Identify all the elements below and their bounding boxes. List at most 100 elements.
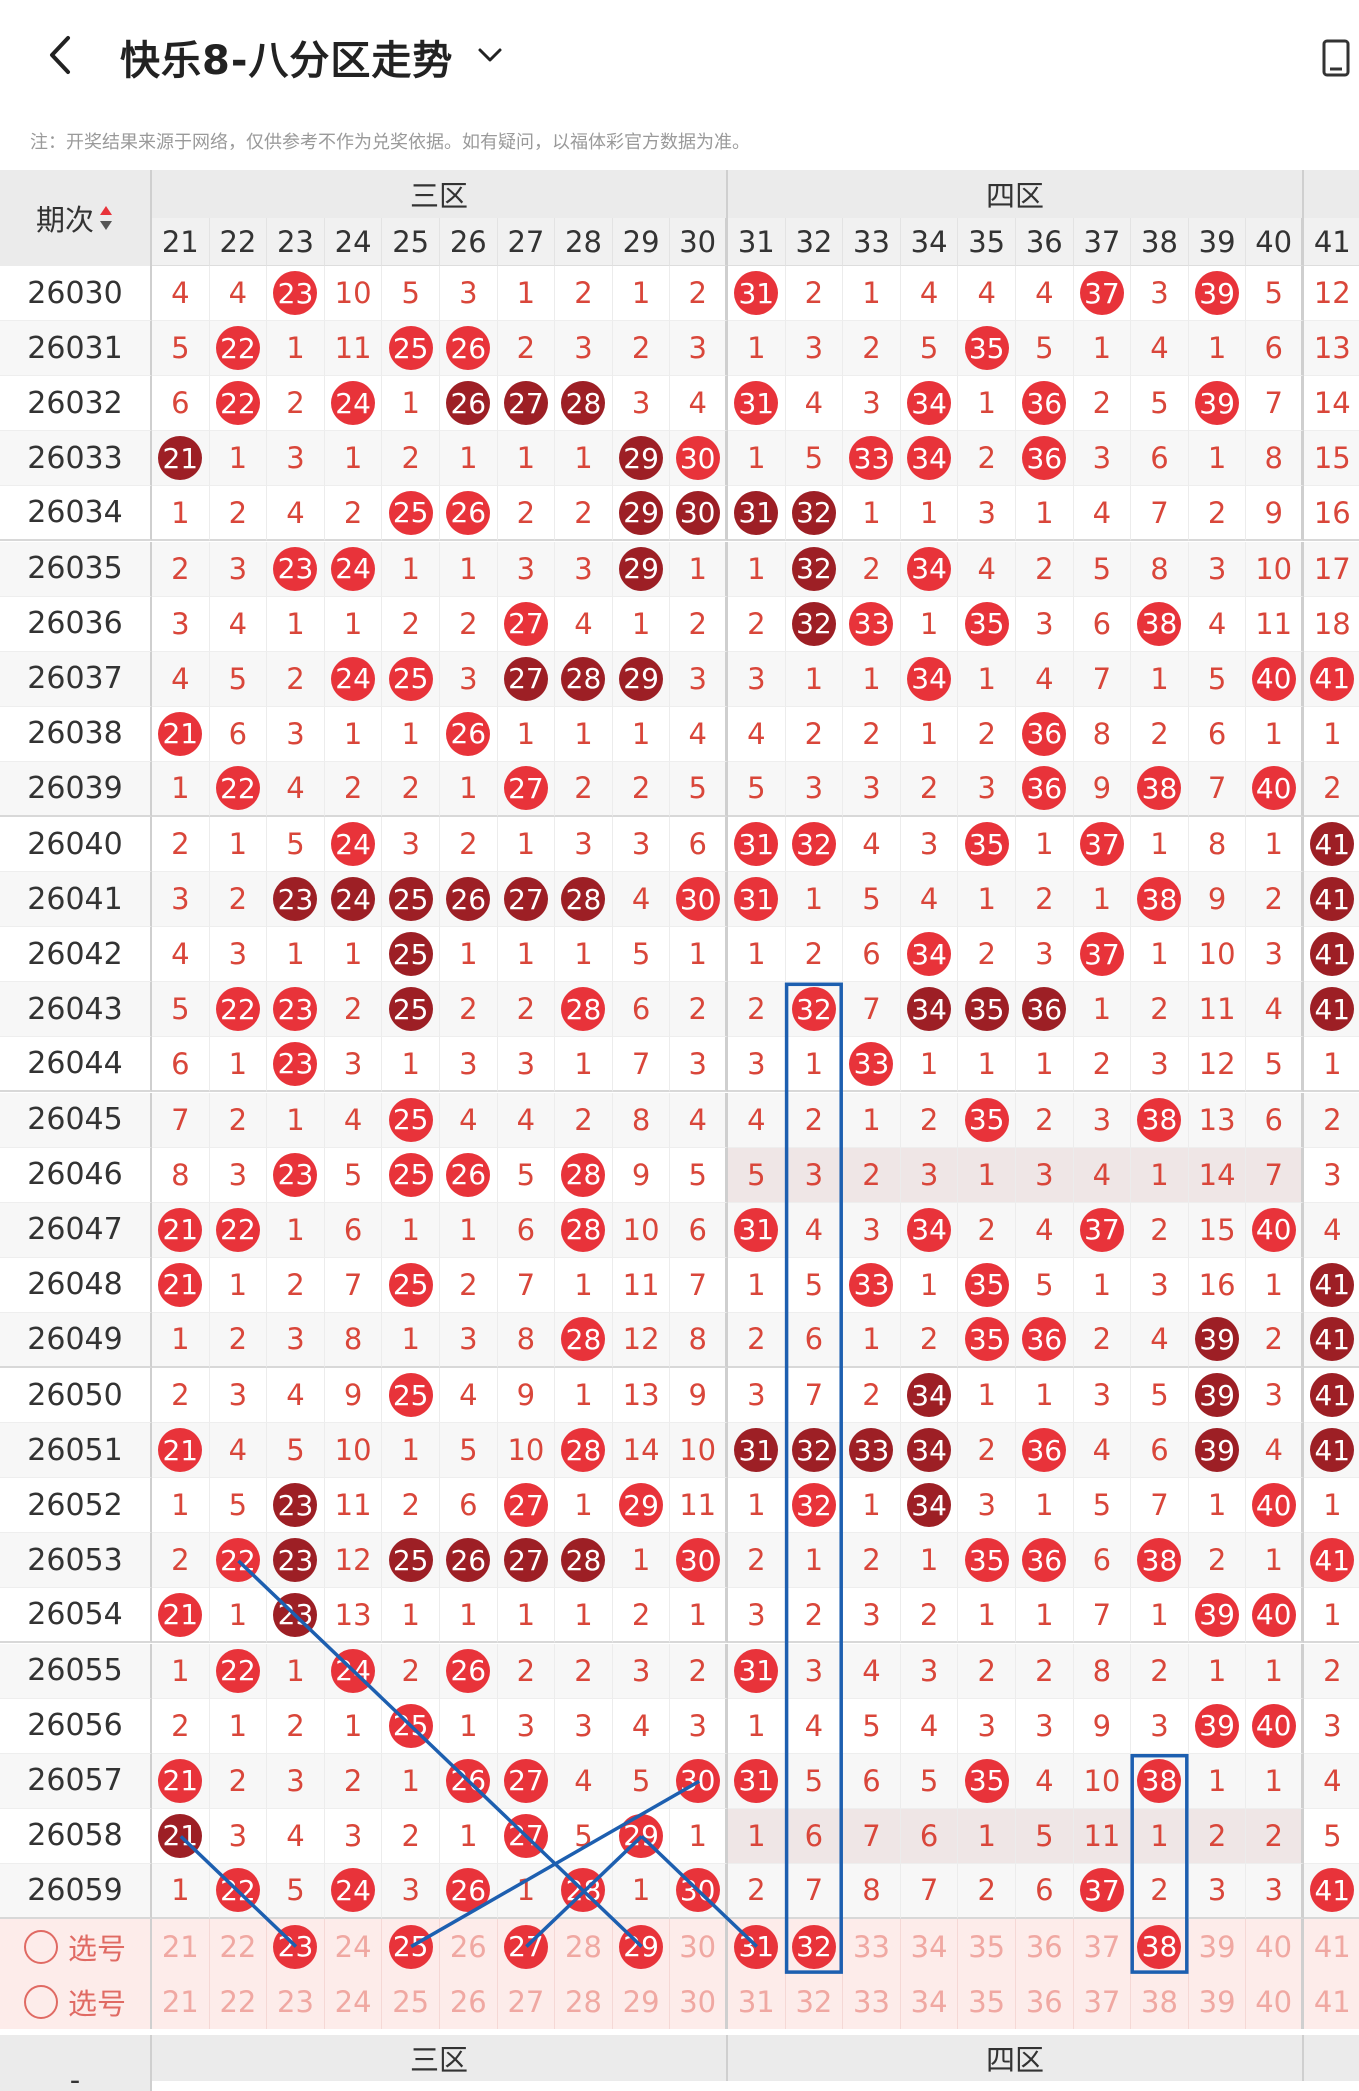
number-ball[interactable]: 21 — [158, 1592, 203, 1637]
select-number[interactable]: 32 — [795, 1984, 833, 2019]
number-ball[interactable]: 41 — [1310, 1373, 1355, 1418]
number-ball[interactable]: 33 — [849, 1041, 894, 1086]
select-number[interactable]: 26 — [449, 1984, 487, 2019]
number-ball[interactable]: 36 — [1022, 436, 1067, 481]
number-ball[interactable]: 40 — [1251, 1592, 1296, 1637]
number-ball[interactable]: 24 — [331, 822, 376, 867]
number-ball[interactable]: 40 — [1251, 1483, 1296, 1528]
number-ball[interactable]: 35 — [964, 1758, 1009, 1803]
selected-number-ball[interactable]: 27 — [503, 1924, 548, 1969]
number-ball[interactable]: 31 — [734, 271, 779, 316]
select-cell[interactable]: 41 — [1304, 1919, 1359, 1975]
select-cell[interactable]: 21 — [152, 1919, 210, 1975]
select-cell[interactable]: 21 — [152, 1974, 210, 2030]
number-ball[interactable]: 25 — [388, 877, 433, 922]
number-ball[interactable]: 27 — [503, 601, 548, 646]
select-cell[interactable]: 30 — [670, 1919, 728, 1975]
select-cell[interactable]: 40 — [1246, 1974, 1304, 2030]
number-ball[interactable]: 34 — [907, 932, 952, 977]
select-cell[interactable]: 39 — [1188, 1974, 1247, 2030]
selected-number-ball[interactable]: 25 — [388, 1924, 433, 1969]
select-number[interactable]: 24 — [334, 1984, 372, 2019]
number-ball[interactable]: 23 — [273, 1538, 318, 1583]
number-ball[interactable]: 28 — [561, 656, 606, 701]
number-ball[interactable]: 34 — [907, 436, 952, 481]
number-ball[interactable]: 21 — [158, 1813, 203, 1858]
number-ball[interactable]: 26 — [446, 490, 491, 535]
select-cell[interactable]: 27 — [497, 1974, 556, 2030]
number-ball[interactable]: 22 — [215, 1868, 260, 1913]
selected-number-ball[interactable]: 38 — [1137, 1924, 1182, 1969]
select-number[interactable]: 31 — [737, 1984, 775, 2019]
select-cell[interactable]: 25 — [382, 1974, 440, 2030]
selected-number-ball[interactable]: 32 — [791, 1924, 836, 1969]
select-number[interactable]: 21 — [161, 1984, 199, 2019]
number-ball[interactable]: 33 — [849, 601, 894, 646]
number-ball[interactable]: 26 — [446, 1538, 491, 1583]
select-cell[interactable]: 28 — [555, 1974, 613, 2030]
number-ball[interactable]: 26 — [446, 326, 491, 371]
number-ball[interactable]: 35 — [964, 1262, 1009, 1307]
number-ball[interactable]: 35 — [964, 326, 1009, 371]
select-number[interactable]: 40 — [1255, 1929, 1293, 1964]
number-ball[interactable]: 41 — [1310, 932, 1355, 977]
chevron-down-icon[interactable] — [474, 40, 506, 70]
select-row-label[interactable]: 选号 — [0, 1919, 152, 1975]
number-ball[interactable]: 23 — [273, 1041, 318, 1086]
number-ball[interactable]: 30 — [675, 1868, 720, 1913]
number-ball[interactable]: 36 — [1022, 1538, 1067, 1583]
number-ball[interactable]: 26 — [446, 1648, 491, 1693]
number-ball[interactable]: 29 — [619, 490, 664, 535]
number-ball[interactable]: 33 — [849, 1262, 894, 1307]
select-cell[interactable]: 27 — [497, 1919, 556, 1975]
select-cell[interactable]: 26 — [440, 1919, 498, 1975]
number-ball[interactable]: 28 — [561, 1207, 606, 1252]
number-ball[interactable]: 32 — [791, 1428, 836, 1473]
select-number[interactable]: 33 — [853, 1984, 890, 2019]
select-number[interactable]: 22 — [219, 1929, 257, 1964]
number-ball[interactable]: 28 — [561, 987, 606, 1032]
number-ball[interactable]: 21 — [158, 1428, 203, 1473]
select-number[interactable]: 39 — [1198, 1984, 1236, 2019]
number-ball[interactable]: 28 — [561, 1152, 606, 1197]
number-ball[interactable]: 34 — [907, 381, 952, 426]
select-number[interactable]: 41 — [1313, 1984, 1351, 2019]
number-ball[interactable]: 34 — [907, 546, 952, 591]
number-ball[interactable]: 30 — [675, 877, 720, 922]
number-ball[interactable]: 25 — [388, 1097, 433, 1142]
select-number[interactable]: 34 — [910, 1929, 948, 1964]
select-cell[interactable]: 36 — [1016, 1919, 1074, 1975]
number-ball[interactable]: 22 — [215, 1538, 260, 1583]
number-ball[interactable]: 41 — [1310, 1868, 1355, 1913]
number-ball[interactable]: 28 — [561, 1317, 606, 1362]
select-cell[interactable]: 33 — [843, 1919, 901, 1975]
number-ball[interactable]: 37 — [1079, 932, 1124, 977]
select-number[interactable]: 26 — [449, 1929, 487, 1964]
number-ball[interactable]: 29 — [619, 1483, 664, 1528]
number-ball[interactable]: 25 — [388, 656, 433, 701]
number-ball[interactable]: 36 — [1022, 711, 1067, 756]
number-ball[interactable]: 27 — [503, 1538, 548, 1583]
number-ball[interactable]: 24 — [331, 1868, 376, 1913]
number-ball[interactable]: 27 — [503, 877, 548, 922]
select-number[interactable]: 21 — [161, 1929, 199, 1964]
number-ball[interactable]: 40 — [1251, 1703, 1296, 1748]
number-ball[interactable]: 23 — [273, 987, 318, 1032]
select-cell[interactable]: 25 — [382, 1919, 440, 1975]
number-ball[interactable]: 41 — [1310, 1428, 1355, 1473]
select-cell[interactable]: 30 — [670, 1974, 728, 2030]
number-ball[interactable]: 25 — [388, 1262, 433, 1307]
number-ball[interactable]: 26 — [446, 1758, 491, 1803]
number-ball[interactable]: 28 — [561, 877, 606, 922]
number-ball[interactable]: 41 — [1310, 1538, 1355, 1583]
select-number[interactable]: 40 — [1255, 1984, 1293, 2019]
select-number[interactable]: 37 — [1083, 1984, 1121, 2019]
number-ball[interactable]: 25 — [388, 1538, 433, 1583]
select-number[interactable]: 35 — [968, 1984, 1006, 2019]
select-number[interactable]: 28 — [565, 1984, 602, 2019]
number-ball[interactable]: 28 — [561, 381, 606, 426]
number-ball[interactable]: 35 — [964, 1538, 1009, 1583]
select-cell[interactable]: 31 — [728, 1974, 786, 2030]
select-number[interactable]: 28 — [565, 1929, 602, 1964]
number-ball[interactable]: 26 — [446, 381, 491, 426]
